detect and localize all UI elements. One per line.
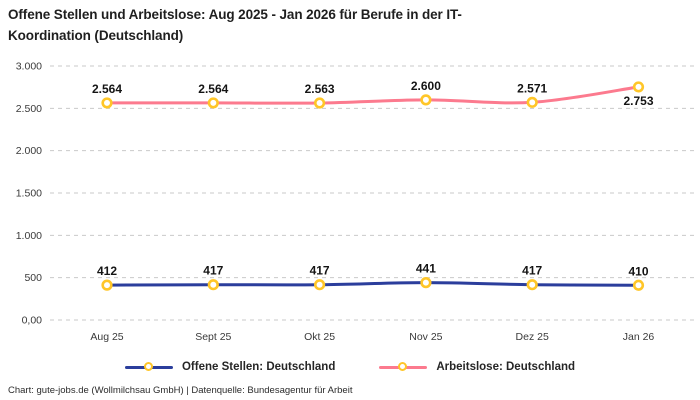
legend-item-offene-stellen: Offene Stellen: Deutschland: [124, 361, 336, 373]
data-point-marker: [420, 277, 432, 289]
x-axis-tick-label: Dez 25: [516, 331, 549, 343]
data-point-marker: [526, 96, 538, 108]
y-axis-tick-label: 3.000: [16, 61, 42, 73]
data-point-marker: [420, 94, 432, 106]
legend-item-arbeitslose: Arbeitslose: Deutschland: [379, 361, 575, 373]
chart-title: Offene Stellen und Arbeitslose: Aug 2025…: [8, 4, 648, 46]
x-axis-tick-label: Sept 25: [195, 331, 231, 343]
data-point-label: 417: [310, 264, 330, 278]
data-point-marker: [314, 97, 326, 109]
y-axis-tick-label: 1.000: [16, 230, 42, 242]
data-point-label: 410: [628, 264, 648, 278]
legend: Offene Stellen: Deutschland Arbeitslose:…: [0, 361, 700, 373]
series-line: [105, 85, 640, 105]
circle-marker-icon: [398, 362, 408, 371]
data-point-marker: [632, 279, 645, 291]
circle-marker-icon: [143, 362, 153, 371]
data-point-label: 2.571: [517, 81, 547, 95]
y-axis-tick-label: 1.500: [16, 188, 42, 200]
line-marker-icon: [379, 361, 428, 373]
data-point-marker: [314, 279, 326, 291]
attribution: Chart: gute-jobs.de (Wollmilchsau GmbH) …: [8, 385, 353, 396]
data-point-label: 2.564: [198, 82, 228, 96]
legend-label: Arbeitslose: Deutschland: [436, 361, 576, 373]
x-axis-tick-label: Okt 25: [304, 331, 335, 343]
line-marker-icon: [124, 361, 173, 373]
x-axis-tick-label: Jan 26: [623, 331, 655, 343]
y-axis-tick-label: 0,00: [22, 315, 43, 327]
data-point-label: 2.753: [623, 94, 653, 108]
data-point-label: 417: [522, 264, 542, 278]
data-point-label: 2.600: [411, 79, 441, 93]
data-point-marker: [632, 81, 645, 93]
chart-title-line1: Offene Stellen und Arbeitslose: Aug 2025…: [8, 7, 462, 22]
data-point-label: 441: [416, 262, 436, 276]
legend-label: Offene Stellen: Deutschland: [181, 361, 336, 373]
x-axis-tick-label: Nov 25: [409, 331, 442, 343]
data-point-marker: [526, 279, 538, 291]
chart-area: 3.000 2.500 2.000 1.500 1.000 500 0,00 Aug 25 Se…: [16, 61, 697, 343]
data-point-marker: [101, 279, 113, 291]
series-line: [105, 281, 640, 287]
data-point-marker: [207, 279, 219, 291]
data-point-marker: [207, 97, 219, 109]
data-point-label: 412: [97, 264, 117, 278]
data-point-label: 417: [203, 264, 223, 278]
x-axis-tick-label: Aug 25: [90, 331, 123, 343]
y-axis-tick-label: 2.000: [16, 145, 42, 157]
data-point-label: 2.563: [305, 82, 335, 96]
y-axis-tick-label: 500: [24, 272, 42, 284]
chart-title-line2: Koordination (Deutschland): [8, 28, 184, 43]
y-axis-tick-label: 2.500: [16, 103, 42, 115]
data-point-marker: [101, 97, 113, 109]
data-point-label: 2.564: [92, 82, 122, 96]
